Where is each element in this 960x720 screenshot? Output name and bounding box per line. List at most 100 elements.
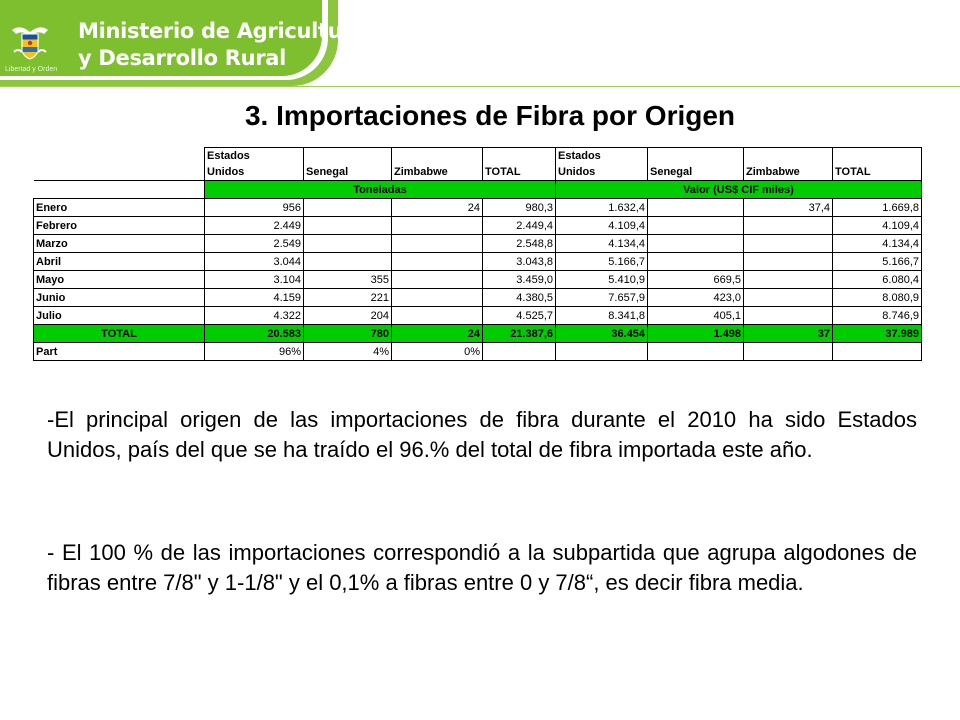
col-tons-us: Estados Unidos	[204, 147, 304, 181]
cell-value-us: 8.341,8	[555, 306, 648, 325]
cell-value-total: 6.080,4	[832, 270, 922, 289]
imports-table: Estados Unidos Senegal Zimbabwe TOTAL Est…	[33, 147, 922, 361]
units-row: Toneladas Valor (US$ CIF miles)	[33, 180, 922, 199]
cell-value-senegal	[647, 234, 744, 253]
table-row: Febrero 2.449 2.449,4 4.109,4 4.109,4	[33, 216, 922, 235]
cell-tons-zimbabwe	[391, 234, 483, 253]
part-tons-us: 96%	[204, 342, 304, 361]
cell-tons-zimbabwe	[391, 252, 483, 271]
cell-tons-total: 3.043,8	[482, 252, 556, 271]
paragraph-main-origin: -El principal origen de las importacione…	[47, 407, 917, 462]
units-corner	[33, 180, 205, 199]
row-month: Mayo	[33, 270, 205, 289]
cell-value-us: 4.109,4	[555, 216, 648, 235]
total-value-zimbabwe: 37	[743, 324, 833, 343]
cell-tons-zimbabwe	[391, 306, 483, 325]
part-empty	[743, 342, 833, 361]
col-tons-total: TOTAL	[482, 147, 556, 181]
col-value-total: TOTAL	[832, 147, 922, 181]
cell-value-total: 1.669,8	[832, 198, 922, 217]
cell-tons-total: 980,3	[482, 198, 556, 217]
col-tons-zimbabwe: Zimbabwe	[391, 147, 483, 181]
col-value-zimbabwe: Zimbabwe	[743, 147, 833, 181]
row-month: Marzo	[33, 234, 205, 253]
total-tons-zimbabwe: 24	[391, 324, 483, 343]
part-empty	[555, 342, 648, 361]
total-row: TOTAL 20.583 780 24 21.387,6 36.454 1.49…	[33, 324, 922, 343]
cell-value-zimbabwe	[743, 288, 833, 307]
paragraph-subheading-share: - El 100 % de las importaciones correspo…	[47, 540, 917, 595]
units-value: Valor (US$ CIF miles)	[555, 180, 922, 199]
table-row: Abril 3.044 3.043,8 5.166,7 5.166,7	[33, 252, 922, 271]
cell-value-zimbabwe	[743, 270, 833, 289]
col-value-senegal: Senegal	[647, 147, 744, 181]
total-value-senegal: 1.498	[647, 324, 744, 343]
cell-tons-zimbabwe: 24	[391, 198, 483, 217]
cell-tons-zimbabwe	[391, 216, 483, 235]
table-row: Marzo 2.549 2.548,8 4.134,4 4.134,4	[33, 234, 922, 253]
cell-tons-senegal: 204	[303, 306, 392, 325]
header-divider	[0, 86, 960, 87]
cell-tons-us: 4.159	[204, 288, 304, 307]
cell-tons-senegal	[303, 216, 392, 235]
slide-title: 3. Importaciones de Fibra por Origen	[244, 100, 736, 131]
total-value-total: 37.989	[832, 324, 922, 343]
cell-value-senegal: 423,0	[647, 288, 744, 307]
cell-tons-senegal: 221	[303, 288, 392, 307]
cell-value-total: 8.080,9	[832, 288, 922, 307]
cell-tons-us: 3.044	[204, 252, 304, 271]
cell-value-senegal	[647, 216, 744, 235]
cell-value-senegal	[647, 198, 744, 217]
col-value-us: Estados Unidos	[555, 147, 648, 181]
row-month: Julio	[33, 306, 205, 325]
header-corner	[33, 147, 205, 181]
cell-value-senegal: 405,1	[647, 306, 744, 325]
cell-value-us: 7.657,9	[555, 288, 648, 307]
row-month: Junio	[33, 288, 205, 307]
table-header-row: Estados Unidos Senegal Zimbabwe TOTAL Est…	[33, 147, 922, 181]
cell-value-senegal: 669,5	[647, 270, 744, 289]
cell-tons-zimbabwe	[391, 270, 483, 289]
part-tons-senegal: 4%	[303, 342, 392, 361]
cell-tons-us: 956	[204, 198, 304, 217]
total-tons-us: 20.583	[204, 324, 304, 343]
ministry-name-line1: Ministerio de Agricultura	[78, 19, 367, 43]
cell-tons-senegal	[303, 252, 392, 271]
cell-tons-senegal: 355	[303, 270, 392, 289]
cell-value-zimbabwe: 37,4	[743, 198, 833, 217]
part-row: Part 96% 4% 0%	[33, 342, 922, 361]
part-tons-zimbabwe: 0%	[391, 342, 483, 361]
cell-tons-us: 2.449	[204, 216, 304, 235]
cell-value-zimbabwe	[743, 306, 833, 325]
ministry-banner: Libertad y Orden Ministerio de Agricultu…	[0, 0, 367, 76]
cell-tons-us: 2.549	[204, 234, 304, 253]
table-row: Enero 956 24 980,3 1.632,4 37,4 1.669,8	[33, 198, 922, 217]
cell-tons-total: 2.548,8	[482, 234, 556, 253]
table-row: Mayo 3.104 355 3.459,0 5.410,9 669,5 6.0…	[33, 270, 922, 289]
row-month: Enero	[33, 198, 205, 217]
cell-value-total: 8.746,9	[832, 306, 922, 325]
part-label: Part	[33, 342, 205, 361]
cell-value-us: 5.166,7	[555, 252, 648, 271]
cell-tons-zimbabwe	[391, 288, 483, 307]
cell-value-zimbabwe	[743, 216, 833, 235]
total-tons-senegal: 780	[303, 324, 392, 343]
ministry-name-line2: y Desarrollo Rural	[78, 46, 287, 70]
row-month: Febrero	[33, 216, 205, 235]
part-empty	[647, 342, 744, 361]
cell-tons-us: 3.104	[204, 270, 304, 289]
row-month: Abril	[33, 252, 205, 271]
cell-tons-total: 3.459,0	[482, 270, 556, 289]
cell-value-zimbabwe	[743, 252, 833, 271]
part-empty	[482, 342, 556, 361]
cell-tons-total: 4.525,7	[482, 306, 556, 325]
cell-value-zimbabwe	[743, 234, 833, 253]
table-row: Junio 4.159 221 4.380,5 7.657,9 423,0 8.…	[33, 288, 922, 307]
cell-tons-total: 4.380,5	[482, 288, 556, 307]
cell-tons-senegal	[303, 234, 392, 253]
units-tons: Toneladas	[204, 180, 556, 199]
cell-tons-us: 4.322	[204, 306, 304, 325]
total-tons-total: 21.387,6	[482, 324, 556, 343]
seal-motto: Libertad y Orden	[5, 66, 58, 73]
part-empty	[832, 342, 922, 361]
